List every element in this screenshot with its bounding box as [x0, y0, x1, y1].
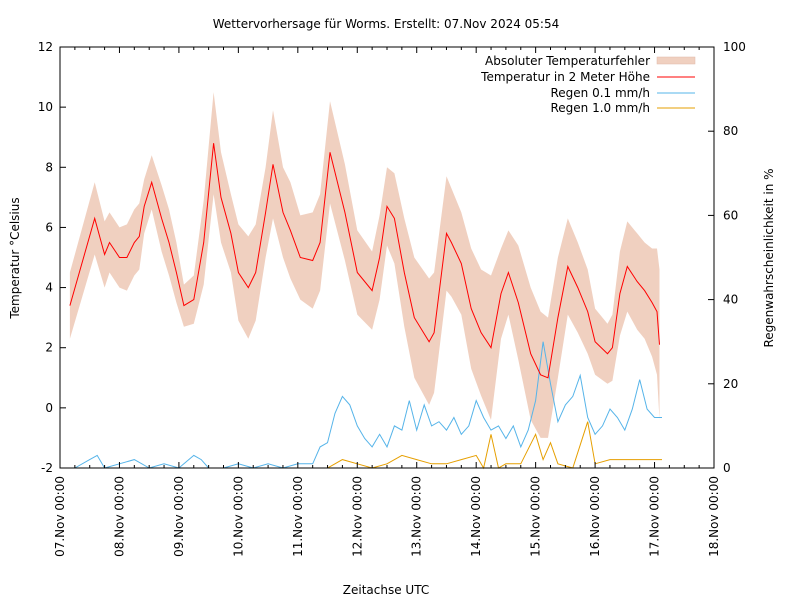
x-tick-label: 16.Nov 00:00	[588, 476, 602, 557]
x-tick-label: 14.Nov 00:00	[469, 476, 483, 557]
y-tick-label: 6	[45, 220, 53, 234]
x-axis-label: Zeitachse UTC	[343, 583, 429, 597]
y-tick-label: 0	[45, 401, 53, 415]
y2-tick-label: 60	[723, 208, 738, 222]
x-tick-label: 09.Nov 00:00	[172, 476, 186, 557]
y-tick-label: 12	[38, 40, 53, 54]
error-band-area	[69, 92, 660, 438]
chart-title: Wettervorhersage für Worms. Erstellt: 07…	[213, 17, 560, 31]
y-tick-label: -2	[41, 461, 53, 475]
x-tick-label: 11.Nov 00:00	[291, 476, 305, 557]
y-tick-label: 4	[45, 281, 53, 295]
y2-tick-label: 40	[723, 293, 738, 307]
legend-label-temperature: Temperatur in 2 Meter Höhe	[480, 70, 650, 84]
legend-label-rain10: Regen 1.0 mm/h	[550, 101, 650, 115]
y2-axis-label: Regenwahrscheinlichkeit in %	[762, 168, 776, 347]
x-tick-label: 07.Nov 00:00	[53, 476, 67, 557]
y2-tick-label: 100	[723, 40, 746, 54]
temperature-line	[69, 143, 660, 379]
legend-swatch-band	[656, 56, 696, 65]
y2-tick-label: 0	[723, 461, 731, 475]
legend-label-band: Absoluter Temperaturfehler	[485, 54, 650, 68]
series-lines	[69, 143, 662, 470]
y-tick-label: 10	[38, 100, 53, 114]
y2-tick-label: 80	[723, 124, 738, 138]
x-tick-label: 08.Nov 00:00	[112, 476, 126, 557]
x-tick-label: 17.Nov 00:00	[648, 476, 662, 557]
rain-1.0-line	[74, 421, 662, 470]
legend: Absoluter Temperaturfehler Temperatur in…	[480, 54, 696, 115]
temperature-error-band	[69, 92, 660, 438]
rain-0.1-line	[74, 341, 662, 469]
y-axis-label: Temperatur °Celsius	[8, 197, 22, 319]
x-tick-label: 15.Nov 00:00	[529, 476, 543, 557]
x-tick-label: 18.Nov 00:00	[707, 476, 721, 557]
y2-tick-label: 20	[723, 377, 738, 391]
y-tick-label: 2	[45, 341, 53, 355]
legend-label-rain01: Regen 0.1 mm/h	[550, 86, 650, 100]
axis-ticks: 07.Nov 00:00 08.Nov 00:00 09.Nov 00:00 10.N…	[38, 40, 746, 557]
x-tick-label: 10.Nov 00:00	[231, 476, 245, 557]
x-tick-label: 12.Nov 00:00	[350, 476, 364, 557]
y-tick-label: 8	[45, 160, 53, 174]
x-tick-label: 13.Nov 00:00	[410, 476, 424, 557]
